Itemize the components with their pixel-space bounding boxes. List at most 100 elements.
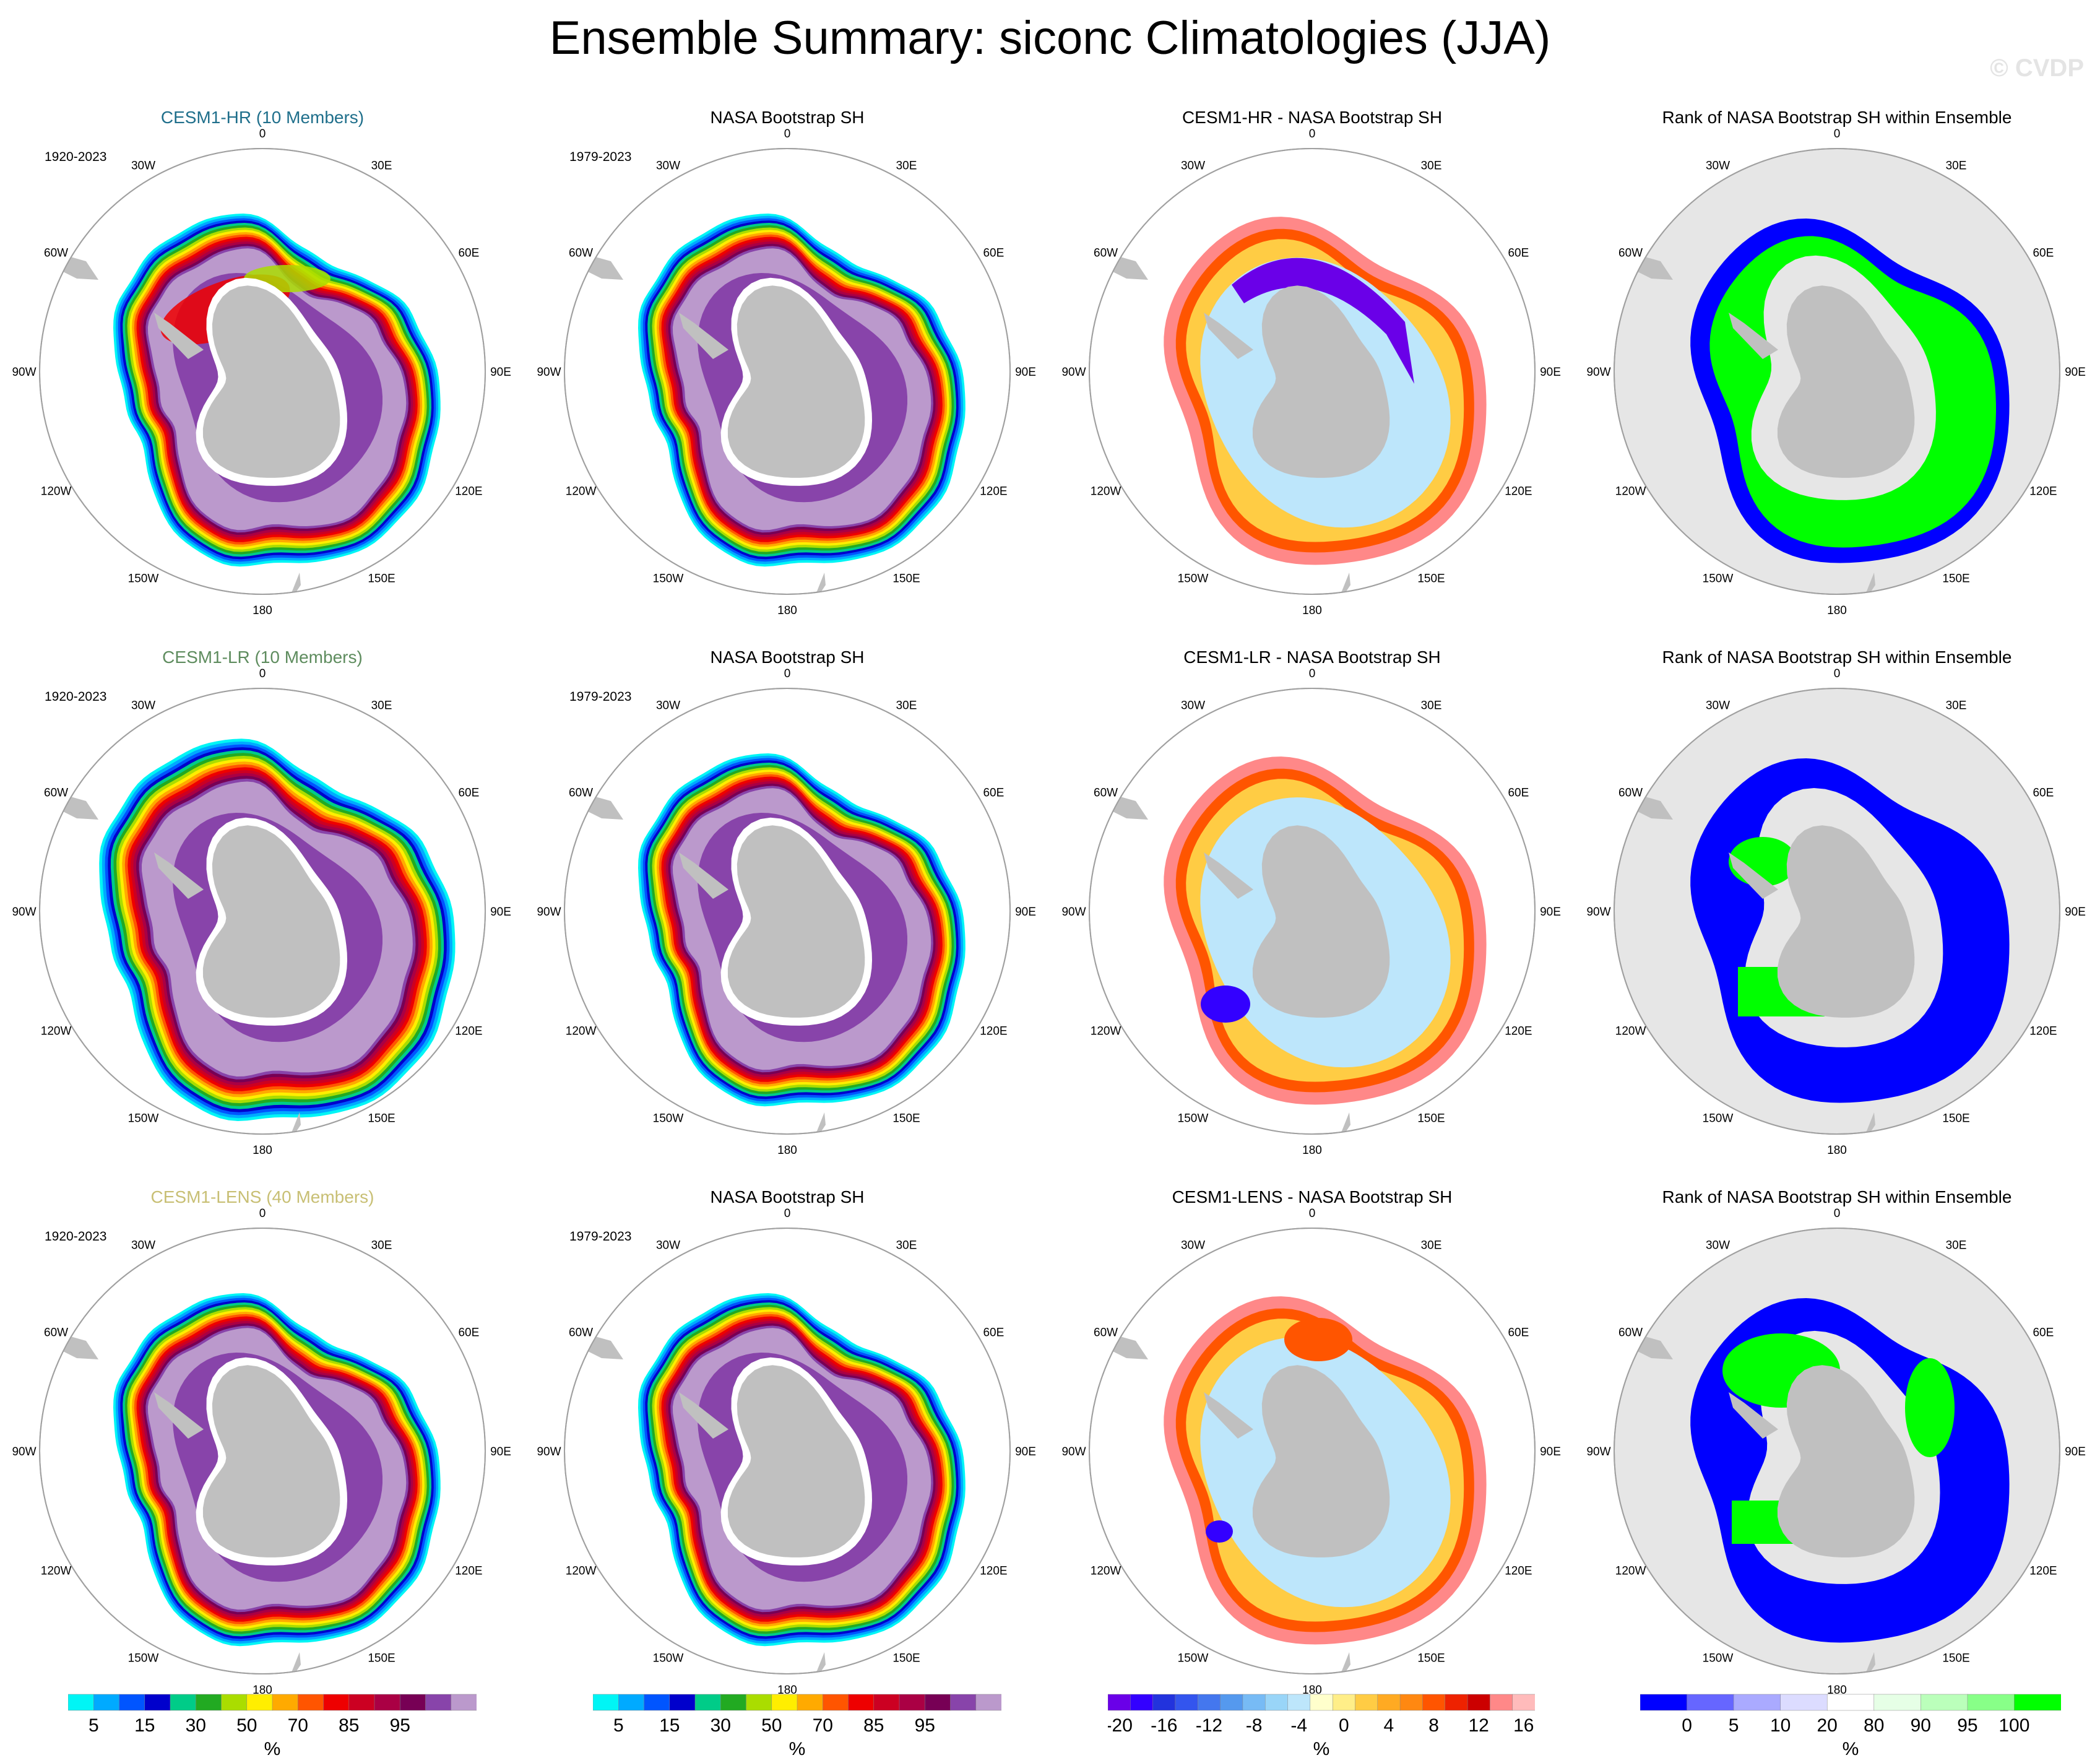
longitude-label: 150W: [1703, 1112, 1734, 1125]
panel-title: Rank of NASA Bootstrap SH within Ensembl…: [1662, 1187, 2012, 1206]
longitude-label: 150E: [892, 1652, 920, 1665]
longitude-label: 120E: [2029, 485, 2057, 498]
longitude-label: 180: [777, 1684, 797, 1697]
colorbar-swatch: [196, 1694, 222, 1711]
longitude-label: 90E: [2065, 906, 2086, 919]
colorbar-swatch: [593, 1694, 620, 1711]
colorbar-swatch: [68, 1694, 95, 1711]
colorbar-swatch: [1108, 1694, 1131, 1711]
longitude-label: 30E: [896, 160, 917, 173]
diff-positive-patch: [1284, 1318, 1352, 1361]
longitude-label: 60E: [2033, 1327, 2054, 1340]
colorbar-tick-label: 85: [339, 1715, 359, 1736]
longitude-label: 120W: [566, 1565, 597, 1578]
colorbar-swatch: [1445, 1694, 1468, 1711]
longitude-label: 90E: [1015, 906, 1036, 919]
tasmania-landmask: [1992, 1078, 2005, 1092]
colorbar-unit: %: [1843, 1739, 1859, 1759]
antarctica-landmask: [727, 285, 865, 478]
longitude-label: 90W: [1586, 1445, 1610, 1458]
colorbar-swatch: [720, 1694, 747, 1711]
longitude-label: 30W: [1706, 700, 1730, 713]
period-label: 1979-2023: [569, 690, 632, 704]
colorbar-tick-label: 80: [1864, 1715, 1884, 1736]
longitude-label: 150W: [128, 1112, 159, 1125]
longitude-label: 60W: [44, 787, 68, 800]
longitude-label: 150W: [653, 1652, 684, 1665]
peninsula-landmask: [1204, 1392, 1253, 1439]
colorbar-tick-label: -12: [1196, 1715, 1222, 1736]
colorbar-tick-label: 50: [761, 1715, 782, 1736]
longitude-label: 90E: [2065, 366, 2086, 379]
tasmania-landmask: [1467, 1618, 1480, 1632]
longitude-label: 0: [1834, 1207, 1841, 1220]
colorbar-swatch: [1152, 1694, 1176, 1711]
panel-title: CESM1-LENS (40 Members): [150, 1187, 374, 1206]
longitude-label: 30W: [131, 1239, 155, 1252]
panel-title: Rank of NASA Bootstrap SH within Ensembl…: [1662, 108, 2012, 127]
colorbar-tick-label: 5: [89, 1715, 99, 1736]
longitude-label: 60W: [1094, 247, 1118, 260]
concentration-colorbar-obs: 5 15 30 50 70 85 95%: [593, 1693, 1001, 1761]
colorbar-swatch: [771, 1694, 798, 1711]
longitude-label: 180: [777, 1144, 797, 1157]
longitude-label: 60W: [1094, 787, 1118, 800]
colorbar-swatch: [1198, 1694, 1221, 1711]
antarctica-landmask: [202, 285, 340, 478]
longitude-label: 90W: [1061, 366, 1086, 379]
colorbar-tick-label: 30: [186, 1715, 206, 1736]
polar-map: 0 30E 60E 90E 120E 150E 180 150W 120W 90W 60W 30W: [12, 128, 511, 617]
colorbar-swatch: [975, 1694, 1001, 1711]
panel-title: NASA Bootstrap SH: [710, 1187, 865, 1206]
longitude-label: 90W: [537, 366, 561, 379]
longitude-label: 60W: [1618, 787, 1643, 800]
longitude-label: 60E: [458, 787, 479, 800]
longitude-label: 150W: [653, 572, 684, 585]
colorbar-swatch: [246, 1694, 273, 1711]
panel-title: NASA Bootstrap SH: [710, 108, 865, 127]
colorbar-unit: %: [264, 1739, 281, 1759]
longitude-label: 0: [1309, 128, 1316, 141]
colorbar-swatch: [669, 1694, 696, 1711]
colorbar-swatch: [1377, 1694, 1401, 1711]
colorbar-swatch: [1220, 1694, 1243, 1711]
longitude-label: 120W: [41, 485, 72, 498]
longitude-label: 30E: [1421, 160, 1442, 173]
tasmania-landmask: [1467, 1078, 1480, 1092]
longitude-label: 120E: [1505, 1565, 1532, 1578]
colorbar-swatch: [93, 1694, 120, 1711]
antarctica-landmask: [202, 1365, 340, 1557]
longitude-label: 120W: [566, 1025, 597, 1038]
longitude-label: 30W: [131, 700, 155, 713]
longitude-label: 30W: [1181, 700, 1205, 713]
tasmania-landmask: [417, 1618, 431, 1632]
peninsula-landmask: [1729, 852, 1778, 899]
longitude-label: 90W: [537, 1445, 561, 1458]
antarctica-landmask: [202, 825, 340, 1018]
longitude-label: 30E: [1946, 700, 1967, 713]
peninsula-landmask: [1204, 313, 1253, 359]
sea-ice-field: [638, 214, 966, 567]
polar-map: 0 30E 60E 90E 120E 150E 180 150W 120W 90W 60W 30W: [1586, 128, 2086, 617]
panel-title: NASA Bootstrap SH: [710, 648, 865, 667]
colorbar-swatch: [873, 1694, 900, 1711]
longitude-label: 120W: [1091, 1025, 1121, 1038]
colorbar-tick-label: -8: [1246, 1715, 1263, 1736]
longitude-label: 60E: [2033, 787, 2054, 800]
longitude-label: 60E: [983, 247, 1004, 260]
colorbar-tick-label: 12: [1469, 1715, 1489, 1736]
longitude-label: 60E: [1508, 787, 1529, 800]
peninsula-landmask: [1729, 313, 1778, 359]
longitude-label: 150E: [368, 1652, 395, 1665]
tasmania-landmask: [1992, 1618, 2005, 1632]
panel-diff-row3: 0 30E 60E 90E 120E 150E 180 150W 120W 90W 60W 30W CE…: [1050, 1172, 1575, 1711]
colorbar-swatch: [348, 1694, 375, 1711]
longitude-label: 60W: [1094, 1327, 1118, 1340]
longitude-label: 120E: [2029, 1565, 2057, 1578]
colorbar-tick-label: 8: [1428, 1715, 1439, 1736]
panel-title: CESM1-HR - NASA Bootstrap SH: [1182, 108, 1443, 127]
colorbar-swatch: [1287, 1694, 1311, 1711]
colorbar-swatch: [1640, 1694, 1688, 1711]
longitude-label: 60E: [1508, 247, 1529, 260]
longitude-label: 90W: [1586, 906, 1610, 919]
